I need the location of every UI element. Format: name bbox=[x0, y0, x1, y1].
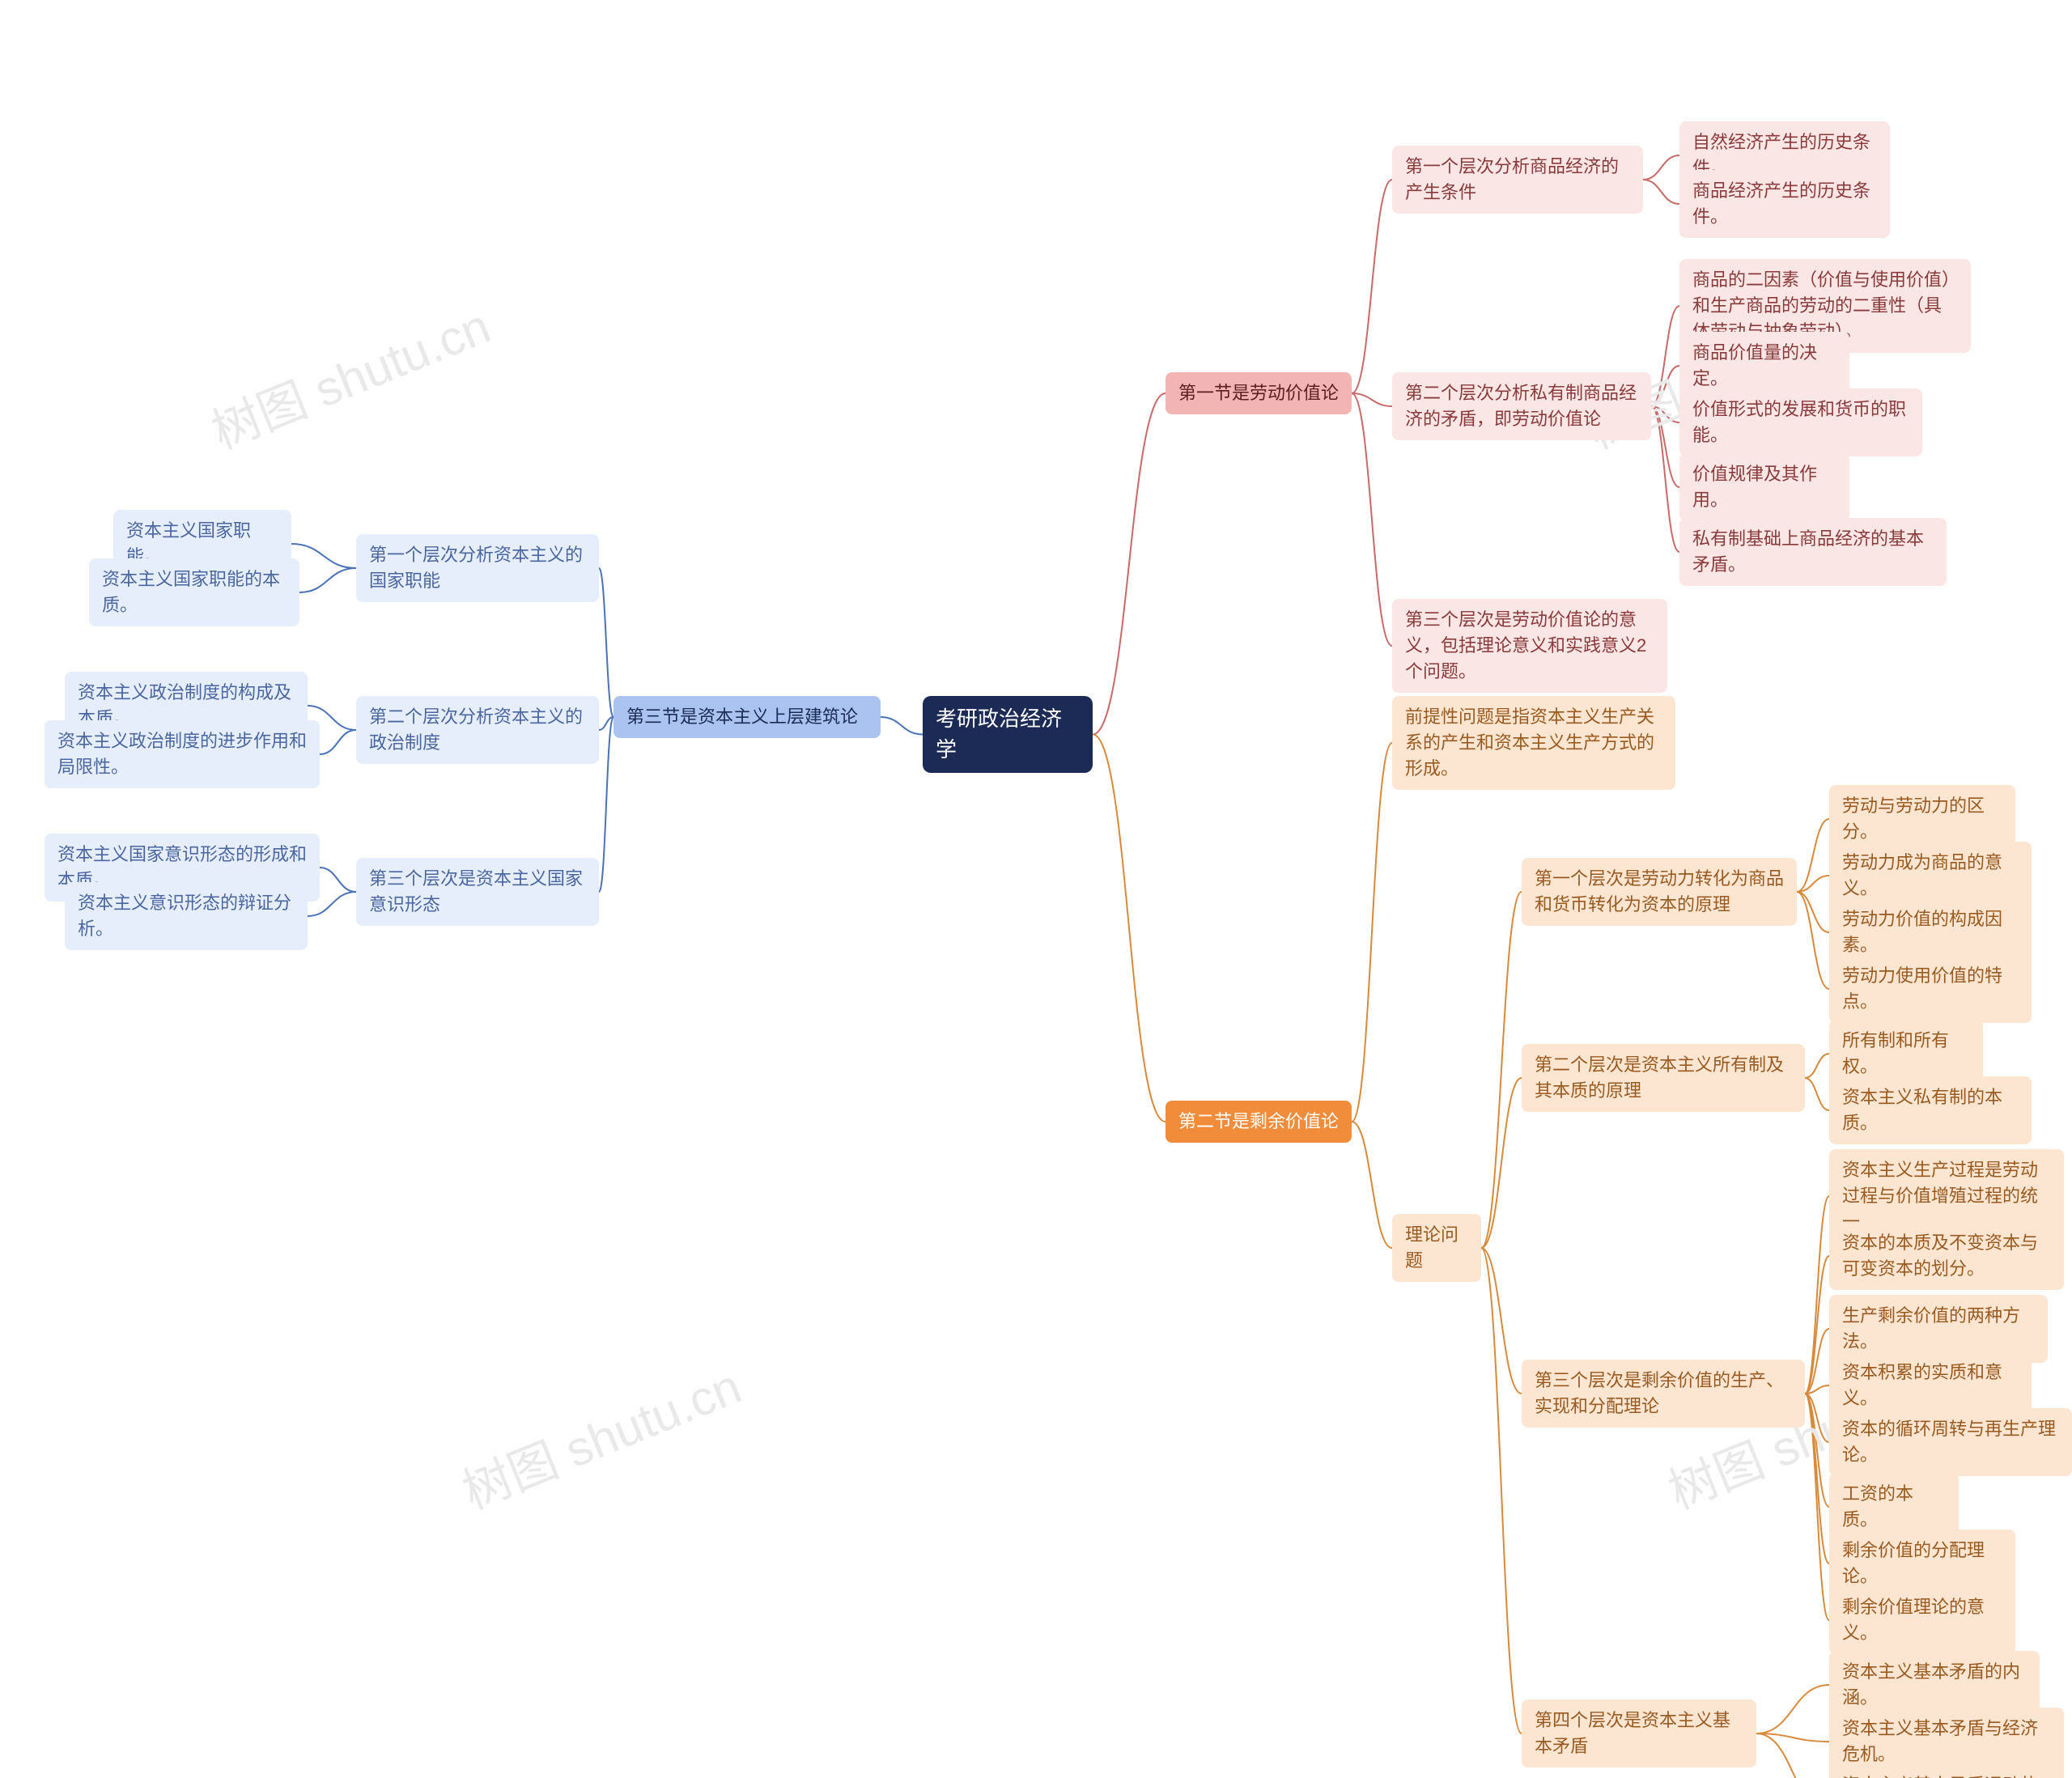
node-label: 第二个层次是资本主义所有制及其本质的原理 bbox=[1535, 1054, 1784, 1101]
node-label: 资本的本质及不变资本与可变资本的划分。 bbox=[1842, 1233, 2038, 1279]
node-label: 劳动与劳动力的区分。 bbox=[1842, 796, 1985, 842]
watermark: 树图 shutu.cn bbox=[451, 1347, 750, 1523]
mindmap-node[interactable]: 第三个层次是资本主义国家意识形态 bbox=[356, 858, 599, 926]
mindmap-node[interactable]: 第二个层次分析资本主义的政治制度 bbox=[356, 696, 599, 764]
mindmap-node[interactable]: 第一个层次分析资本主义的国家职能 bbox=[356, 534, 599, 602]
node-label: 生产剩余价值的两种方法。 bbox=[1842, 1305, 2020, 1352]
node-label: 第四个层次是资本主义基本矛盾 bbox=[1535, 1710, 1730, 1756]
mindmap-node[interactable]: 劳动力使用价值的特点。 bbox=[1829, 955, 2032, 1023]
node-label: 资本主义私有制的本质。 bbox=[1842, 1087, 2002, 1133]
node-label: 第一个层次分析商品经济的产生条件 bbox=[1405, 156, 1619, 202]
node-label: 资本主义基本矛盾运动的阶段性决定经济危机的周期性。 bbox=[1842, 1775, 2038, 1778]
node-label: 私有制基础上商品经济的基本矛盾。 bbox=[1692, 528, 1924, 575]
node-label: 第一个层次是劳动力转化为商品和货币转化为资本的原理 bbox=[1535, 868, 1784, 914]
node-label: 第三节是资本主义上层建筑论 bbox=[626, 707, 858, 727]
node-label: 资本主义国家职能的本质。 bbox=[102, 569, 280, 615]
mindmap-node[interactable]: 理论问题 bbox=[1392, 1214, 1481, 1282]
node-label: 资本主义政治制度的进步作用和局限性。 bbox=[57, 731, 307, 777]
branch-node[interactable]: 第一节是劳动价值论 bbox=[1166, 372, 1352, 414]
node-label: 资本积累的实质和意义。 bbox=[1842, 1362, 2002, 1408]
node-label: 第二个层次分析资本主义的政治制度 bbox=[369, 707, 583, 753]
node-label: 劳动力成为商品的意义。 bbox=[1842, 852, 2002, 898]
branch-node[interactable]: 第三节是资本主义上层建筑论 bbox=[614, 696, 881, 738]
mindmap-node[interactable]: 资本主义政治制度的进步作用和局限性。 bbox=[45, 720, 320, 788]
watermark: 树图 shutu.cn bbox=[200, 287, 499, 463]
node-label: 第三个层次是劳动价值论的意义，包括理论意义和实践意义2个问题。 bbox=[1405, 609, 1646, 681]
mindmap-node[interactable]: 资本主义私有制的本质。 bbox=[1829, 1076, 2032, 1144]
node-label: 资本主义意识形态的辩证分析。 bbox=[78, 893, 291, 939]
mindmap-node[interactable]: 第二个层次分析私有制商品经济的矛盾，即劳动价值论 bbox=[1392, 372, 1651, 440]
mindmap-node[interactable]: 资本主义基本矛盾运动的阶段性决定经济危机的周期性。 bbox=[1829, 1764, 2064, 1778]
node-label: 第二节是剩余价值论 bbox=[1178, 1111, 1339, 1131]
node-label: 考研政治经济学 bbox=[936, 707, 1062, 762]
mindmap-node[interactable]: 资本主义国家职能的本质。 bbox=[89, 558, 299, 626]
mindmap-node[interactable]: 资本的循环周转与再生产理论。 bbox=[1829, 1408, 2072, 1476]
node-label: 第一节是劳动价值论 bbox=[1178, 383, 1339, 403]
branch-node[interactable]: 第二节是剩余价值论 bbox=[1166, 1101, 1352, 1143]
mindmap-node[interactable]: 资本主义意识形态的辩证分析。 bbox=[65, 882, 308, 950]
node-label: 所有制和所有权。 bbox=[1842, 1030, 1949, 1076]
mindmap-node[interactable]: 私有制基础上商品经济的基本矛盾。 bbox=[1679, 518, 1947, 586]
mindmap-node[interactable]: 第三个层次是剩余价值的生产、实现和分配理论 bbox=[1522, 1360, 1805, 1428]
mindmap-node[interactable]: 资本的本质及不变资本与可变资本的划分。 bbox=[1829, 1222, 2064, 1290]
mindmap-node[interactable]: 价值规律及其作用。 bbox=[1679, 453, 1849, 521]
node-label: 剩余价值理论的意义。 bbox=[1842, 1597, 1985, 1643]
node-label: 前提性问题是指资本主义生产关系的产生和资本主义生产方式的形成。 bbox=[1405, 707, 1654, 779]
mindmap-node[interactable]: 第四个层次是资本主义基本矛盾 bbox=[1522, 1699, 1756, 1767]
node-label: 商品的二因素（价值与使用价值）和生产商品的劳动的二重性（具体劳动与抽象劳动）。 bbox=[1692, 269, 1951, 342]
node-label: 第一个层次分析资本主义的国家职能 bbox=[369, 545, 583, 591]
mindmap-node[interactable]: 价值形式的发展和货币的职能。 bbox=[1679, 388, 1922, 456]
mindmap-node[interactable]: 剩余价值理论的意义。 bbox=[1829, 1586, 2015, 1654]
mindmap-canvas: 树图 shutu.cn树图 shutu.cn树图 shutu.cn树图 shut… bbox=[0, 0, 2072, 1778]
node-label: 商品价值量的决定。 bbox=[1692, 342, 1817, 388]
node-label: 资本主义基本矛盾与经济危机。 bbox=[1842, 1718, 2038, 1764]
mindmap-node[interactable]: 第一个层次分析商品经济的产生条件 bbox=[1392, 146, 1643, 214]
node-label: 价值形式的发展和货币的职能。 bbox=[1692, 399, 1906, 445]
node-label: 资本主义基本矛盾的内涵。 bbox=[1842, 1661, 2020, 1708]
node-label: 劳动力价值的构成因素。 bbox=[1842, 909, 2002, 955]
node-label: 资本主义生产过程是劳动过程与价值增殖过程的统一。 bbox=[1842, 1160, 2038, 1232]
node-label: 理论问题 bbox=[1405, 1224, 1458, 1271]
node-label: 劳动力使用价值的特点。 bbox=[1842, 965, 2002, 1012]
node-label: 资本的循环周转与再生产理论。 bbox=[1842, 1419, 2056, 1465]
mindmap-node[interactable]: 第三个层次是劳动价值论的意义，包括理论意义和实践意义2个问题。 bbox=[1392, 599, 1667, 693]
mindmap-node[interactable]: 前提性问题是指资本主义生产关系的产生和资本主义生产方式的形成。 bbox=[1392, 696, 1675, 790]
node-label: 工资的本质。 bbox=[1842, 1483, 1913, 1530]
node-label: 价值规律及其作用。 bbox=[1692, 464, 1817, 510]
mindmap-node[interactable]: 第一个层次是劳动力转化为商品和货币转化为资本的原理 bbox=[1522, 858, 1797, 926]
node-label: 剩余价值的分配理论。 bbox=[1842, 1540, 1985, 1586]
mindmap-node[interactable]: 商品经济产生的历史条件。 bbox=[1679, 170, 1890, 238]
node-label: 第二个层次分析私有制商品经济的矛盾，即劳动价值论 bbox=[1405, 383, 1637, 429]
node-label: 商品经济产生的历史条件。 bbox=[1692, 180, 1870, 227]
node-label: 第三个层次是剩余价值的生产、实现和分配理论 bbox=[1535, 1370, 1784, 1416]
mindmap-node[interactable]: 第二个层次是资本主义所有制及其本质的原理 bbox=[1522, 1044, 1805, 1112]
root-node[interactable]: 考研政治经济学 bbox=[923, 696, 1093, 773]
node-label: 第三个层次是资本主义国家意识形态 bbox=[369, 868, 583, 914]
